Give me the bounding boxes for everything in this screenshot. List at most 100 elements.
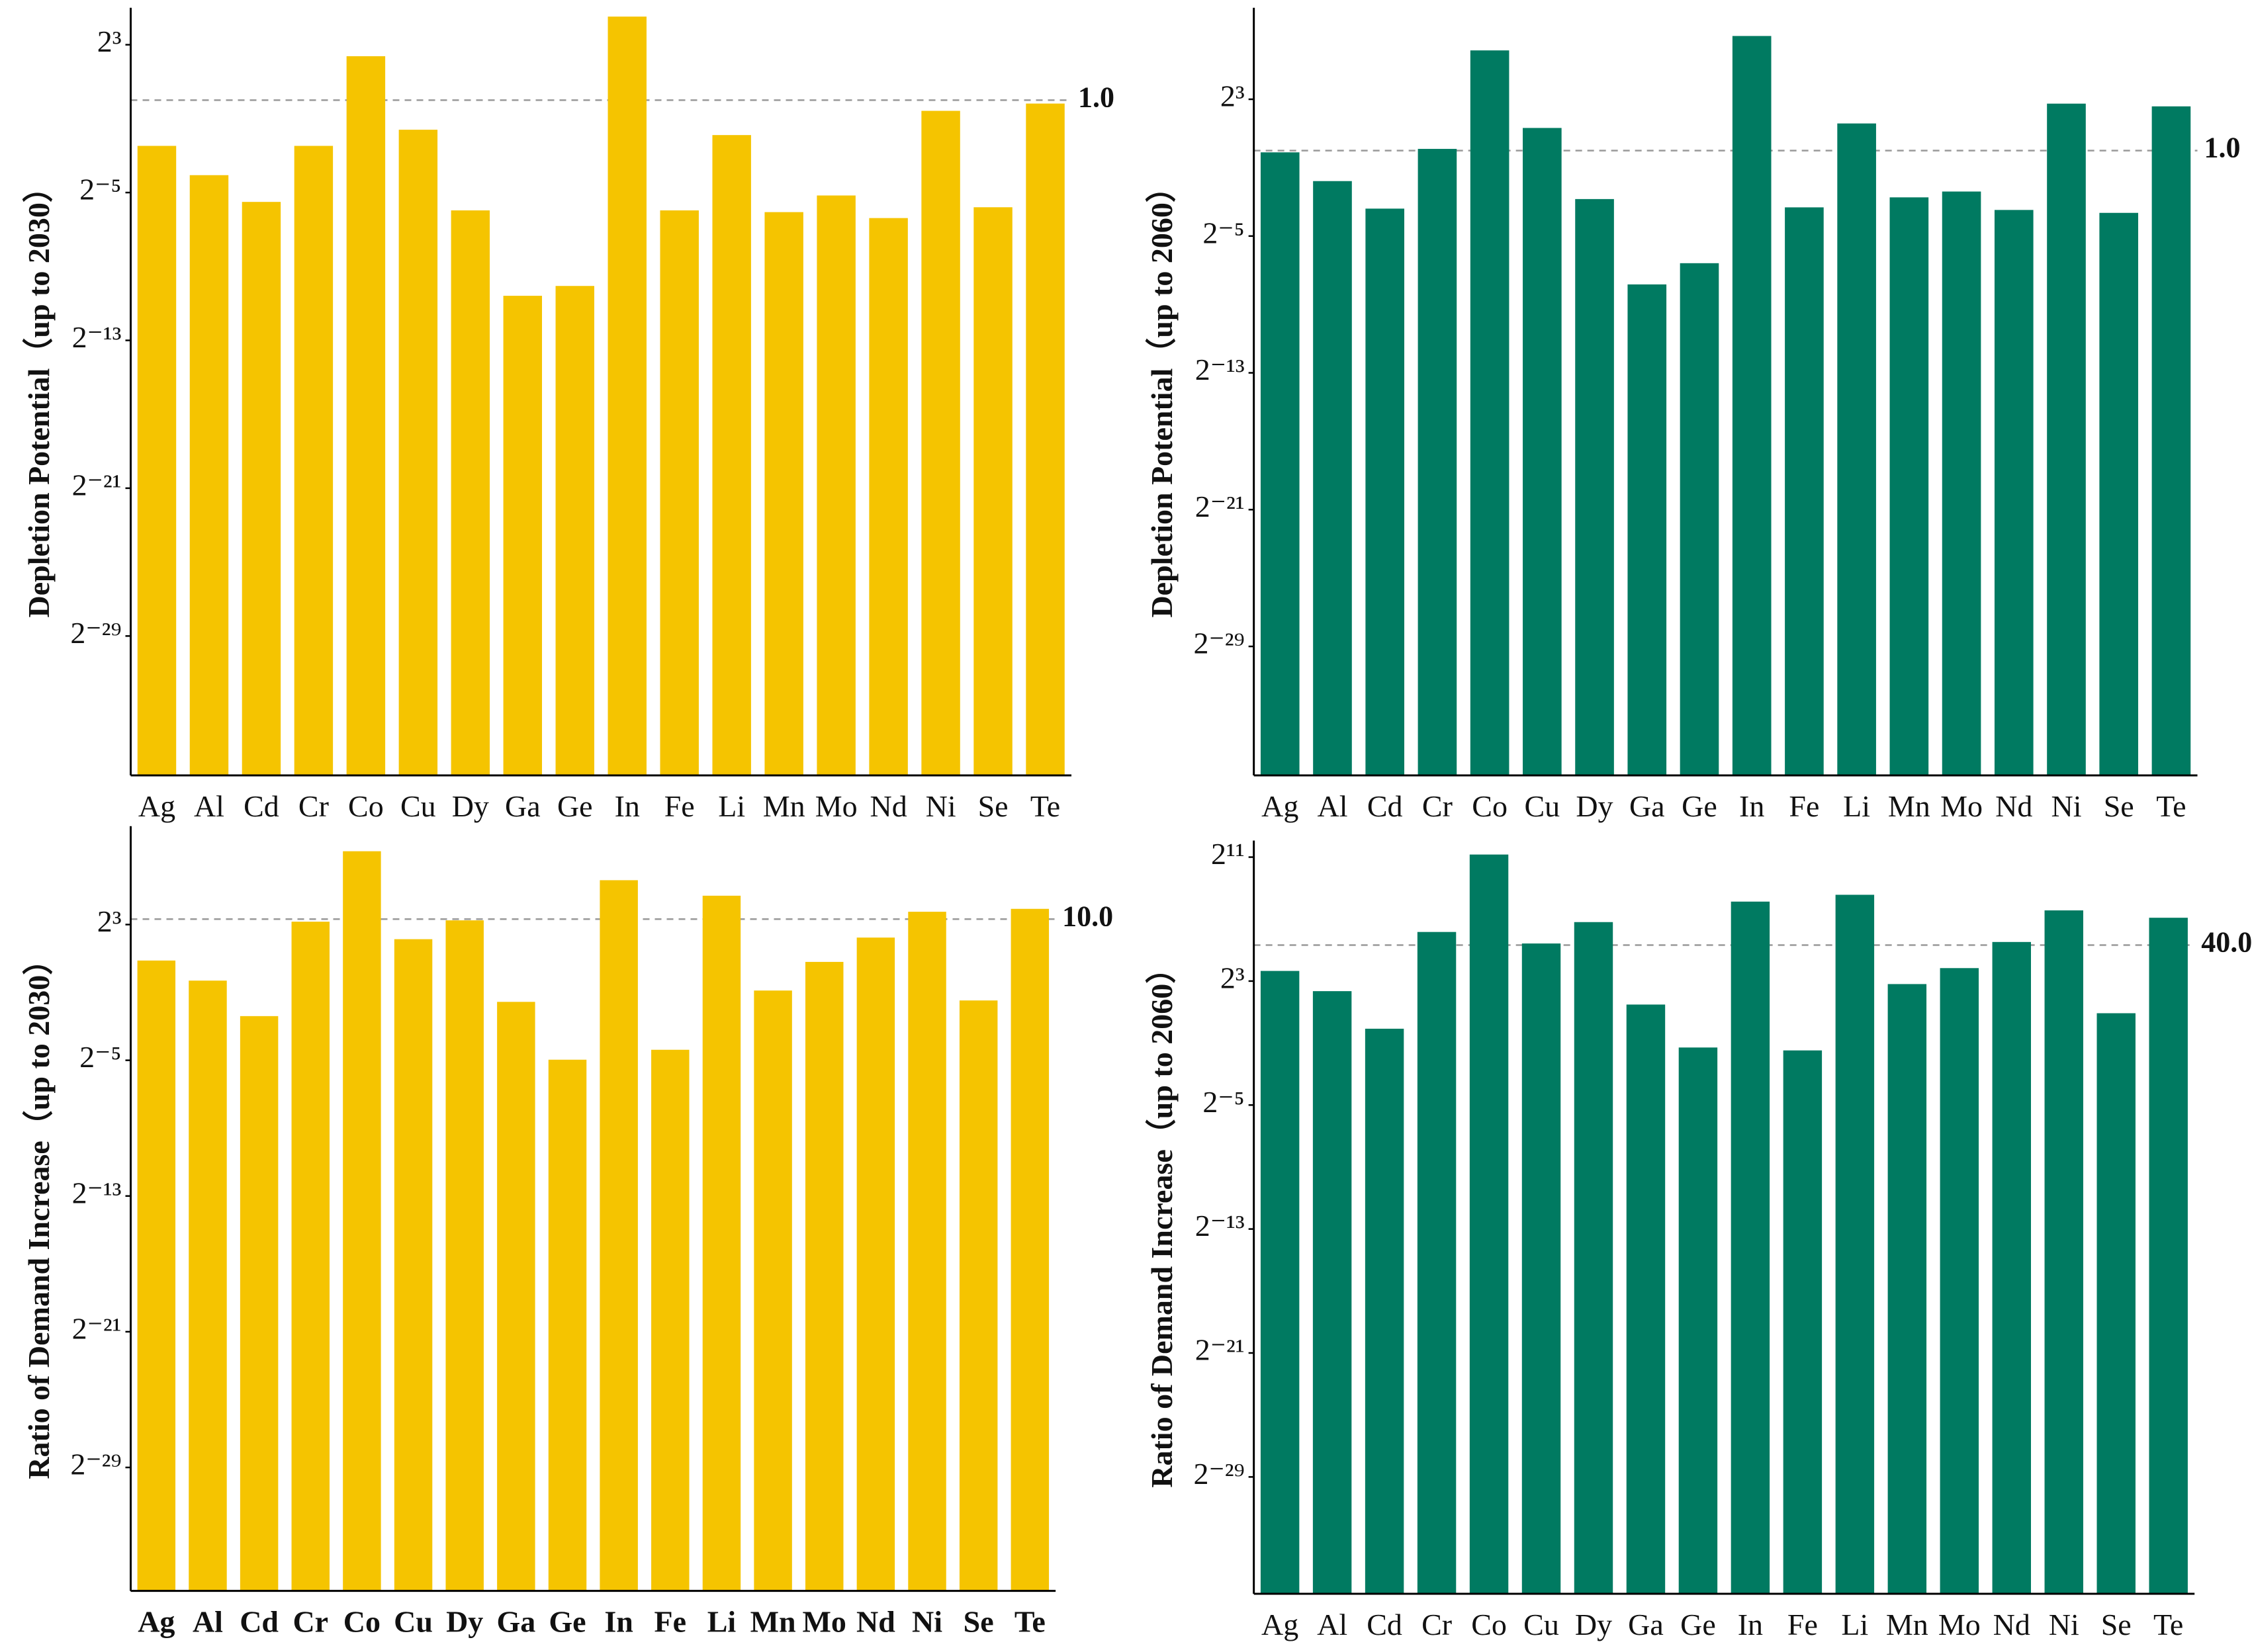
x-tick-label: Al <box>1317 789 1347 823</box>
x-tick-label: Cd <box>1367 789 1403 823</box>
bar <box>189 980 227 1591</box>
x-tick-label: Nd <box>856 1605 895 1639</box>
x-tick-label: Te <box>2153 1608 2183 1641</box>
bar <box>497 1002 535 1591</box>
y-tick-label: 2³ <box>1220 961 1245 994</box>
bar <box>1365 208 1405 775</box>
bar <box>608 17 647 775</box>
bar <box>660 210 699 775</box>
x-tick-label: Mn <box>763 789 805 823</box>
bar <box>805 961 844 1591</box>
bar <box>1680 263 1719 775</box>
y-tick-label: 2⁻⁵ <box>79 173 121 206</box>
y-tick-label: 2³ <box>97 904 122 938</box>
x-tick-label: Co <box>1471 1608 1507 1641</box>
x-tick-label: Mo <box>803 1605 846 1639</box>
x-tick-label: Ag <box>1261 789 1298 823</box>
x-tick-label: Dy <box>1576 789 1613 823</box>
x-tick-label: Mn <box>1886 1608 1928 1641</box>
x-tick-label: In <box>604 1605 633 1639</box>
reference-label: 1.0 <box>2204 132 2241 164</box>
bar <box>1365 1028 1404 1594</box>
bar <box>1626 1004 1666 1594</box>
x-tick-label: Cr <box>1422 789 1453 823</box>
x-tick-label: Nd <box>1993 1608 2030 1641</box>
x-tick-label: Ga <box>496 1605 535 1639</box>
x-tick-label: Cu <box>1523 1608 1559 1641</box>
bar <box>1994 210 2034 775</box>
x-tick-label: Cr <box>298 789 329 823</box>
x-tick-label: Nd <box>1995 789 2032 823</box>
y-tick-label: 2⁻²⁹ <box>1194 627 1245 660</box>
y-tick-label: 2⁻⁵ <box>1202 216 1244 249</box>
bar <box>1992 941 2031 1594</box>
y-axis-label: Depletion Potential（up to 2030） <box>22 172 56 617</box>
x-tick-label: Fe <box>1789 789 1819 823</box>
y-tick-label: 2⁻²¹ <box>72 468 122 501</box>
bar <box>2096 1013 2136 1594</box>
bar <box>137 960 176 1591</box>
bar <box>1942 191 1981 775</box>
x-tick-label: In <box>1738 1608 1763 1641</box>
x-tick-label: Mn <box>750 1605 796 1639</box>
bar <box>1678 1047 1718 1594</box>
bar <box>555 286 594 775</box>
bar <box>1521 943 1561 1594</box>
bar <box>343 851 381 1591</box>
x-tick-label: Ge <box>549 1605 586 1639</box>
x-tick-label: Ge <box>557 789 593 823</box>
bar <box>764 212 803 775</box>
y-tick-label: 2⁻²¹ <box>1195 490 1245 523</box>
x-tick-label: Li <box>1843 789 1870 823</box>
bar <box>1417 932 1457 1594</box>
bar <box>503 296 543 775</box>
x-tick-label: Te <box>1030 789 1060 823</box>
x-tick-label: Te <box>1014 1605 1046 1639</box>
bar <box>2099 212 2139 775</box>
bar <box>1627 284 1667 775</box>
reference-label: 10.0 <box>1062 900 1113 932</box>
y-tick-label: 2⁻²¹ <box>72 1311 122 1345</box>
bar <box>1835 894 1875 1594</box>
x-tick-label: Li <box>1841 1608 1868 1641</box>
bar <box>346 56 386 775</box>
x-tick-label: Ag <box>1261 1608 1298 1641</box>
bar <box>1940 968 1979 1594</box>
x-tick-label: Fe <box>654 1605 687 1639</box>
bar <box>1418 149 1457 775</box>
x-tick-label: Ge <box>1682 789 1717 823</box>
bar <box>1575 198 1614 775</box>
y-axis-label: Ratio of Demand Increase（up to 2030） <box>22 945 56 1479</box>
bar <box>869 218 908 775</box>
y-tick-label: 2⁻²⁹ <box>70 616 121 650</box>
x-tick-label: Se <box>2104 789 2134 823</box>
y-tick-label: 2¹¹ <box>1211 837 1245 871</box>
x-tick-label: Ga <box>1629 789 1665 823</box>
y-tick-label: 2⁻⁵ <box>1202 1085 1244 1119</box>
x-tick-label: Li <box>707 1605 737 1639</box>
x-tick-label: Dy <box>1575 1608 1612 1641</box>
y-tick-label: 2⁻⁵ <box>79 1040 121 1074</box>
bar <box>2047 103 2086 775</box>
bar <box>1732 36 1772 775</box>
x-tick-label: Ge <box>1680 1608 1716 1641</box>
x-tick-label: Ni <box>2051 789 2081 823</box>
bar <box>712 135 751 775</box>
x-tick-label: Ni <box>926 789 956 823</box>
bar <box>856 937 895 1591</box>
bar <box>398 130 438 775</box>
x-tick-label: Co <box>1472 789 1508 823</box>
bar <box>817 195 856 775</box>
bar <box>291 922 330 1591</box>
x-tick-label: Ag <box>138 1605 175 1639</box>
bar <box>651 1049 690 1591</box>
bar <box>1260 971 1300 1594</box>
bar <box>1785 207 1824 775</box>
x-tick-label: Mo <box>1940 789 1983 823</box>
x-tick-label: Cr <box>293 1605 328 1639</box>
x-tick-label: Mn <box>1888 789 1930 823</box>
bar <box>959 1000 998 1591</box>
x-tick-label: Fe <box>1787 1608 1818 1641</box>
bar <box>1889 197 1929 775</box>
